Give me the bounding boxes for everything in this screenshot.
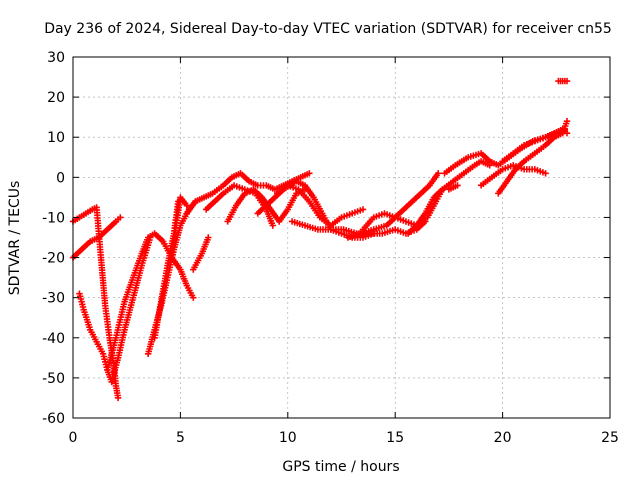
y-tick-label: 0	[56, 170, 65, 186]
series-marks	[555, 77, 571, 85]
x-axis-label: GPS time / hours	[282, 459, 399, 475]
series-marks	[404, 158, 493, 237]
series-marks	[190, 234, 212, 273]
grid	[73, 57, 610, 418]
series-marks	[499, 126, 571, 165]
series-track-19	[445, 182, 461, 193]
x-tick-label: 5	[176, 430, 185, 446]
series-track-22	[499, 126, 571, 165]
series-track-17	[404, 158, 493, 237]
y-tick-label: 20	[47, 90, 65, 106]
y-tick-label: -30	[42, 291, 65, 307]
y-tick-label: -20	[42, 251, 65, 267]
series-track-7	[168, 194, 190, 261]
x-tick-label: 0	[69, 430, 78, 446]
x-tick-label: 25	[601, 430, 619, 446]
series-track-23	[555, 77, 571, 85]
y-tick-label: -50	[42, 371, 65, 387]
series-track-13	[273, 182, 367, 229]
series-track-2	[76, 234, 154, 386]
x-tick-label: 10	[279, 430, 297, 446]
x-tick-label: 15	[386, 430, 404, 446]
y-tick-label: -10	[42, 210, 65, 226]
y-tick-label: -60	[42, 411, 65, 427]
y-tick-label: -40	[42, 331, 65, 347]
y-tick-label: 10	[47, 130, 65, 146]
series-marks	[273, 182, 367, 229]
series-layer	[69, 77, 571, 402]
series-marks	[76, 234, 154, 386]
y-tick-label: 30	[47, 50, 65, 66]
series-track-9	[190, 234, 212, 273]
axes: 0 5 10 15 20 25 -60 -50 -40 -30 -20 -10 0 10 20 30	[42, 50, 619, 446]
x-tick-label: 20	[494, 430, 512, 446]
series-marks	[168, 194, 190, 261]
y-axis-label: SDTVAR / TECUs	[7, 181, 23, 296]
chart-title: Day 236 of 2024, Sidereal Day-to-day VTE…	[44, 21, 612, 37]
series-marks	[224, 186, 309, 225]
series-marks	[445, 182, 461, 193]
plot-frame	[72, 56, 611, 419]
series-track-11	[224, 186, 309, 225]
